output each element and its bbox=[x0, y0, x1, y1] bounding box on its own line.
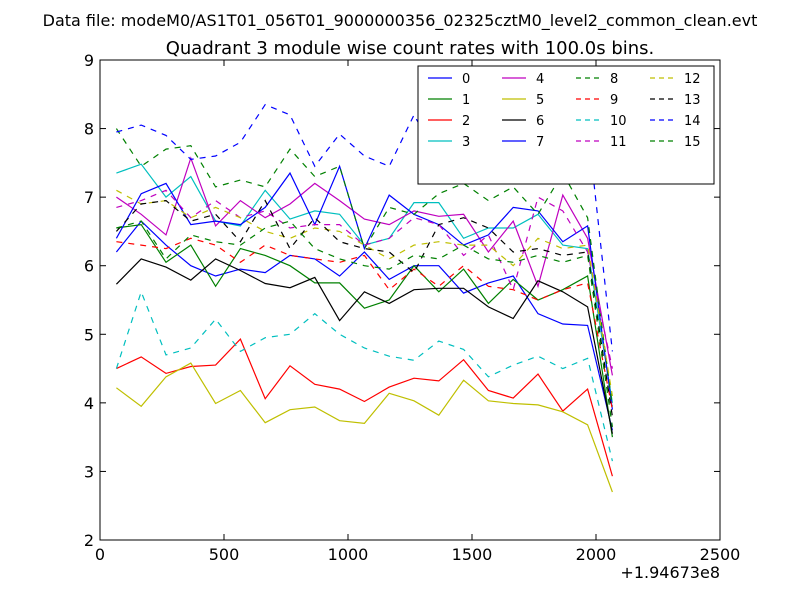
legend-label-15: 15 bbox=[684, 135, 701, 150]
legend-label-6: 6 bbox=[536, 114, 544, 129]
legend-label-11: 11 bbox=[610, 135, 627, 150]
x-tick-label: 1000 bbox=[328, 545, 369, 564]
y-tick-label: 3 bbox=[84, 462, 94, 481]
legend-label-14: 14 bbox=[684, 114, 701, 129]
legend-label-12: 12 bbox=[684, 72, 701, 87]
y-tick-label: 7 bbox=[84, 188, 94, 207]
legend-label-0: 0 bbox=[462, 72, 470, 87]
legend-label-3: 3 bbox=[462, 135, 470, 150]
series-line-4 bbox=[116, 156, 613, 376]
y-tick-label: 6 bbox=[84, 257, 94, 276]
y-tick-label: 9 bbox=[84, 51, 94, 70]
x-tick-label: 1500 bbox=[452, 545, 493, 564]
legend-label-4: 4 bbox=[536, 72, 544, 87]
axes: 0 500 1000 1500 2000 2500 2 3 4 5 6 7 8 9 bbox=[84, 51, 741, 564]
x-tick-label: 2500 bbox=[700, 545, 741, 564]
series-line-12 bbox=[116, 189, 613, 397]
plot-frame bbox=[99, 59, 721, 541]
chart-suptitle: Data file: modeM0/AS1T01_056T01_90000003… bbox=[43, 11, 758, 31]
legend-label-8: 8 bbox=[610, 72, 618, 87]
y-tick-label: 8 bbox=[84, 120, 94, 139]
series-line-5 bbox=[116, 362, 613, 493]
legend-label-9: 9 bbox=[610, 93, 618, 108]
series-line-3 bbox=[116, 163, 613, 403]
series-line-10 bbox=[115, 290, 613, 462]
legend-box bbox=[417, 65, 715, 185]
series-line-2 bbox=[116, 338, 613, 477]
legend-label-10: 10 bbox=[610, 114, 627, 129]
y-tick-label: 4 bbox=[84, 394, 94, 413]
x-tick-label: 500 bbox=[209, 545, 240, 564]
series-line-9 bbox=[116, 237, 613, 410]
series-line-11 bbox=[116, 189, 613, 369]
plot-lines bbox=[115, 103, 613, 493]
legend-label-2: 2 bbox=[462, 114, 470, 129]
legend-label-1: 1 bbox=[462, 93, 470, 108]
legend-label-5: 5 bbox=[536, 93, 544, 108]
x-offset-label: +1.94673e8 bbox=[620, 563, 720, 582]
legend-label-13: 13 bbox=[684, 93, 701, 108]
series-line-7 bbox=[115, 164, 613, 410]
x-tick-label: 2000 bbox=[576, 545, 617, 564]
legend-label-7: 7 bbox=[536, 135, 544, 150]
series-line-6 bbox=[115, 258, 613, 434]
chart-title: Quadrant 3 module wise count rates with … bbox=[166, 38, 655, 59]
series-line-15 bbox=[116, 220, 613, 427]
y-tick-label: 5 bbox=[84, 325, 94, 344]
x-tick-label: 0 bbox=[95, 545, 105, 564]
series-line-0 bbox=[115, 220, 613, 431]
y-tick-label: 2 bbox=[84, 531, 94, 550]
